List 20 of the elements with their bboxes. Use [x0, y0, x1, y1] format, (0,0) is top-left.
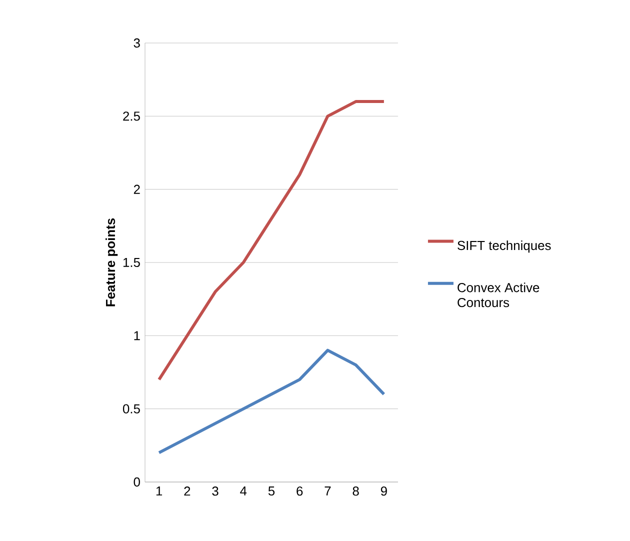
x-tick-label: 9: [380, 486, 387, 496]
x-tick-label: 8: [352, 486, 359, 496]
y-tick-label: 2.5: [123, 112, 140, 121]
x-tick-label: 6: [296, 486, 303, 496]
y-tick-label: 0: [134, 477, 140, 487]
legend-label: SIFT techniques: [458, 240, 551, 253]
y-axis-title: Feature points: [106, 218, 118, 306]
x-tick-label: 7: [324, 486, 331, 496]
x-tick-label: 5: [268, 486, 275, 496]
x-tick-label: 1: [156, 486, 162, 496]
y-tick-label: 2: [134, 184, 140, 194]
line-series: [158, 100, 386, 382]
x-tick-label: 2: [184, 486, 190, 496]
x-tick-label: 3: [212, 486, 218, 496]
x-tick-label: 4: [240, 486, 247, 496]
y-tick-label: 0.5: [122, 404, 140, 414]
y-tick-label: 1: [134, 331, 140, 340]
y-tick-label: 3: [134, 38, 140, 48]
legend-label: Convex Active Contours: [458, 282, 540, 308]
y-tick-label: 1.5: [123, 258, 140, 268]
